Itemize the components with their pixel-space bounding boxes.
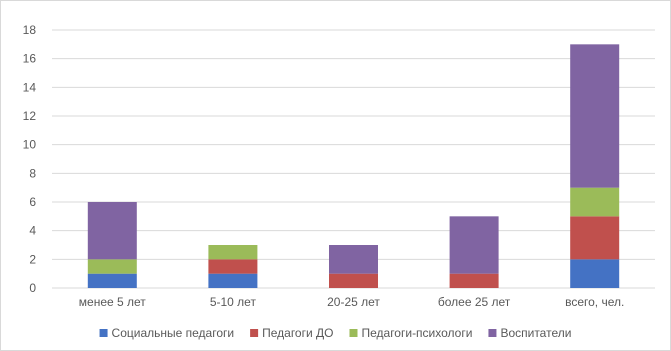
bar-segment — [87, 259, 137, 274]
legend-swatch — [99, 329, 108, 337]
legend-label: Социальные педагоги — [112, 326, 235, 340]
legend-swatch — [349, 329, 358, 337]
legend-swatch — [250, 329, 259, 337]
x-tick-label: всего, чел. — [565, 295, 624, 309]
legend-swatch — [488, 329, 497, 337]
legend-label: Воспитатели — [500, 326, 571, 340]
legend-label: Педагоги-психологи — [361, 326, 472, 340]
x-tick-label: менее 5 лет — [79, 295, 147, 309]
y-tick-label: 10 — [23, 138, 37, 152]
y-tick-label: 14 — [23, 80, 37, 94]
y-tick-label: 4 — [29, 224, 36, 238]
bar-segment — [449, 216, 499, 274]
y-tick-label: 12 — [23, 109, 37, 123]
bar-segment — [570, 216, 620, 260]
y-tick-label: 6 — [29, 195, 36, 209]
bar-segment — [570, 259, 620, 288]
bar-segment — [87, 202, 137, 260]
y-tick-label: 16 — [23, 52, 37, 66]
bar-segment — [208, 273, 258, 288]
x-tick-label: 5-10 лет — [210, 295, 257, 309]
y-tick-label: 18 — [23, 23, 37, 37]
bar-segment — [570, 44, 620, 188]
x-tick-label: 20-25 лет — [327, 295, 380, 309]
y-tick-label: 8 — [29, 166, 36, 180]
bar-segment — [208, 259, 258, 274]
bar-segment — [329, 273, 378, 288]
bar-segment — [329, 245, 378, 274]
x-tick-label: более 25 лет — [438, 295, 511, 309]
bar-segment — [570, 187, 620, 217]
y-tick-label: 2 — [29, 252, 36, 266]
bar-segment — [87, 273, 137, 288]
legend-label: Педагоги ДО — [262, 326, 333, 340]
y-tick-label: 0 — [29, 281, 36, 295]
bar-segment — [208, 245, 258, 260]
bar-segment — [449, 273, 499, 288]
